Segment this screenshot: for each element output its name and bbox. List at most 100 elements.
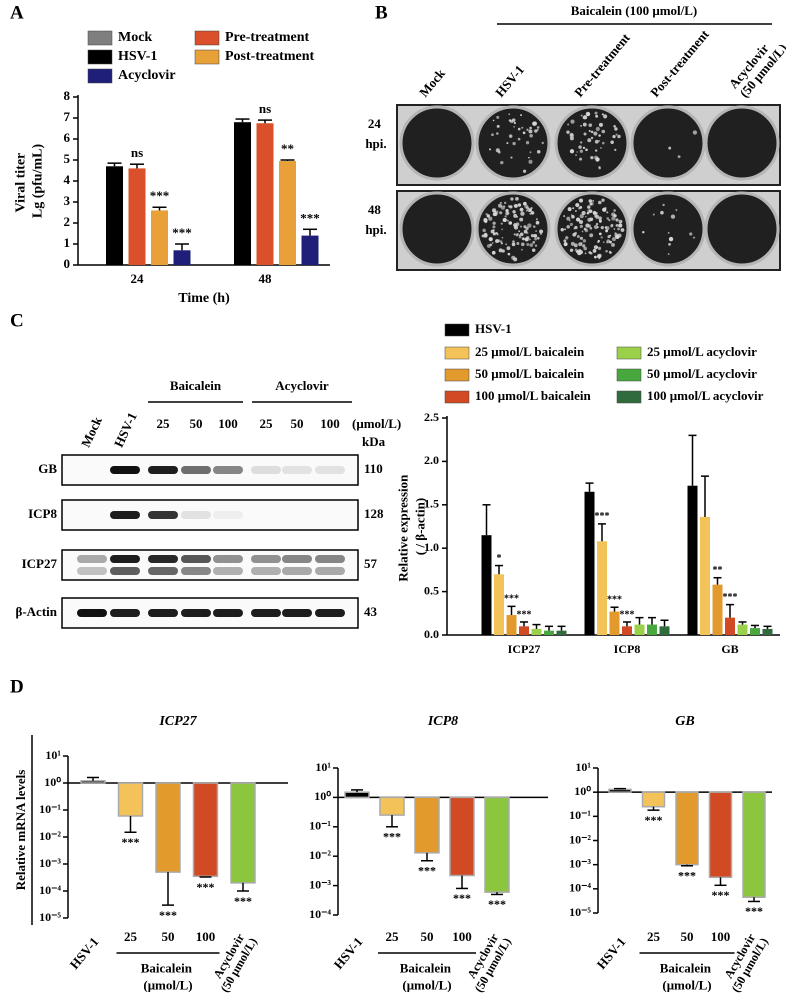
plaque bbox=[500, 160, 504, 165]
plaque bbox=[512, 240, 515, 243]
plaque bbox=[589, 226, 593, 230]
lane-label: 100 bbox=[320, 416, 340, 431]
plaque bbox=[668, 242, 671, 246]
plaque bbox=[617, 227, 620, 231]
y-tick-label: 10⁻⁴ bbox=[569, 881, 591, 895]
plaque bbox=[642, 231, 645, 234]
plaque bbox=[505, 208, 509, 213]
plaque bbox=[573, 243, 578, 248]
x-tick-label: HSV-1 bbox=[594, 934, 629, 972]
plaque bbox=[516, 242, 520, 245]
plaque bbox=[610, 140, 614, 144]
plaque bbox=[523, 225, 527, 229]
significance: *** bbox=[488, 897, 506, 911]
plaque bbox=[486, 214, 490, 218]
significance: ** bbox=[713, 565, 723, 576]
plaque bbox=[492, 225, 496, 229]
plaque bbox=[598, 232, 602, 236]
plaque bbox=[488, 148, 491, 151]
bar bbox=[597, 541, 607, 635]
bar bbox=[659, 626, 670, 635]
y-axis-label: Relative expression ( / β-actin) bbox=[395, 471, 427, 581]
kda-value: 57 bbox=[364, 556, 378, 571]
significance: *** bbox=[234, 894, 252, 908]
significance: *** bbox=[300, 210, 320, 225]
row-label: 24 hpi. bbox=[365, 116, 386, 151]
plaque bbox=[587, 224, 591, 228]
row-label: 48 hpi. bbox=[365, 202, 386, 237]
bar bbox=[708, 791, 733, 879]
plaque bbox=[529, 243, 534, 247]
y-tick-label: 2.5 bbox=[424, 410, 439, 424]
kda-label: kDa bbox=[362, 434, 386, 449]
legend-swatch bbox=[616, 346, 642, 360]
plaque bbox=[570, 119, 575, 124]
bar bbox=[687, 485, 698, 635]
y-tick-label: 1.0 bbox=[424, 540, 439, 554]
plaque bbox=[598, 140, 600, 142]
x-tick-label: 24 bbox=[131, 271, 145, 286]
plaque bbox=[496, 124, 500, 128]
plaque bbox=[560, 228, 564, 232]
plaque bbox=[615, 234, 620, 240]
plaque bbox=[566, 225, 570, 229]
plaque bbox=[526, 128, 529, 131]
plaque bbox=[581, 210, 586, 216]
plaque bbox=[536, 236, 540, 240]
plaque bbox=[611, 212, 616, 217]
bar bbox=[584, 491, 595, 635]
plaque bbox=[564, 228, 567, 231]
plaque bbox=[586, 211, 590, 215]
legend-swatch bbox=[444, 323, 470, 337]
significance: *** bbox=[197, 880, 215, 894]
plaque bbox=[579, 214, 584, 219]
bar bbox=[379, 796, 405, 816]
plaque bbox=[662, 203, 665, 207]
plaque bbox=[499, 211, 503, 215]
significance: *** bbox=[418, 864, 436, 878]
plaque bbox=[582, 122, 587, 127]
bar bbox=[641, 791, 666, 808]
plaque bbox=[595, 126, 600, 132]
plaque bbox=[588, 209, 593, 213]
plaque bbox=[590, 155, 594, 160]
well bbox=[704, 105, 780, 181]
band bbox=[282, 466, 312, 474]
bar bbox=[151, 210, 168, 265]
plaque bbox=[598, 134, 601, 137]
x-tick-label: 50 bbox=[421, 929, 434, 944]
bar bbox=[608, 788, 632, 793]
band bbox=[213, 609, 243, 617]
plaque bbox=[530, 234, 535, 238]
plaque bbox=[513, 204, 518, 208]
bar bbox=[106, 166, 123, 265]
plaque bbox=[576, 151, 578, 153]
plaque bbox=[620, 228, 625, 232]
plaque bbox=[578, 207, 581, 210]
significance: ns bbox=[259, 101, 271, 116]
plaque bbox=[582, 146, 586, 149]
plaque bbox=[592, 200, 595, 202]
y-tick-label: 5 bbox=[64, 151, 71, 166]
significance: ** bbox=[281, 141, 294, 156]
legend-label: 25 μmol/L baicalein bbox=[475, 344, 585, 359]
plaque bbox=[565, 236, 569, 240]
legend-label: 25 μmol/L acyclovir bbox=[647, 344, 757, 359]
plaque bbox=[506, 142, 509, 145]
bar bbox=[481, 535, 492, 635]
plaque bbox=[536, 150, 541, 154]
significance: *** bbox=[678, 869, 696, 883]
legend-label: Pre-treatment bbox=[225, 30, 310, 45]
y-tick-label: 7 bbox=[64, 109, 71, 124]
plaque bbox=[526, 242, 530, 247]
plaque bbox=[525, 140, 530, 145]
y-tick-label: 10¹ bbox=[315, 760, 331, 774]
group-label: Acyclovir bbox=[275, 378, 329, 393]
plaque bbox=[580, 200, 583, 202]
y-tick-label: 10⁻¹ bbox=[309, 819, 331, 833]
significance: *** bbox=[595, 511, 610, 522]
plaque bbox=[574, 231, 578, 235]
y-axis-label: Viral titer Lg (pfu/mL) bbox=[14, 144, 46, 219]
band bbox=[282, 609, 312, 617]
